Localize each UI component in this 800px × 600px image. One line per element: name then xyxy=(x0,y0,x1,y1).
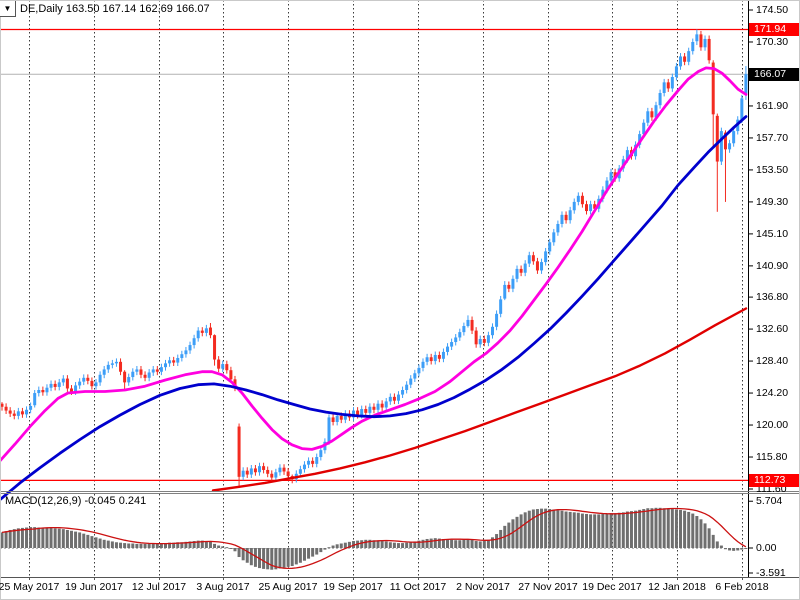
time-axis-label: 11 Oct 2017 xyxy=(389,581,447,593)
time-axis-label: 19 Dec 2017 xyxy=(582,581,642,593)
price-axis-label: 128.40 xyxy=(756,355,789,368)
price-axis-label: 120.00 xyxy=(756,419,789,432)
price-axis-label: 136.80 xyxy=(756,291,789,304)
collapse-arrow-button[interactable]: ▼ xyxy=(0,0,16,17)
price-axis-label: 161.90 xyxy=(756,99,789,112)
price-axis-label: 124.20 xyxy=(756,387,789,400)
time-axis-label: 19 Sep 2017 xyxy=(323,581,383,593)
support-price-badge: 112.73 xyxy=(749,473,799,487)
current-price-badge: 166.07 xyxy=(749,67,799,81)
price-axis-label: 149.30 xyxy=(756,195,789,208)
macd-axis-label: 5.704 xyxy=(756,495,783,508)
price-axis-label: 115.80 xyxy=(756,451,788,464)
time-axis-label: 27 Nov 2017 xyxy=(518,581,578,593)
time-axis-label: 12 Jan 2018 xyxy=(648,581,706,593)
price-axis-label: 145.10 xyxy=(756,227,789,240)
time-axis-label: 2 Nov 2017 xyxy=(456,581,510,593)
time-axis-label: 19 Jun 2017 xyxy=(65,581,123,593)
price-axis-label: 157.70 xyxy=(756,131,789,144)
symbol-ohlc-title: DE,Daily 163.50 167.14 162.69 166.07 xyxy=(20,2,210,15)
price-axis-label: 170.30 xyxy=(756,35,789,48)
chevron-down-icon: ▼ xyxy=(3,3,12,13)
chart-header: ▼ DE,Daily 163.50 167.14 162.69 166.07 xyxy=(0,0,210,17)
time-axis-label: 3 Aug 2017 xyxy=(196,581,250,593)
macd-axis-label: 0.00 xyxy=(756,542,777,554)
price-axis-label: 174.50 xyxy=(756,4,789,16)
macd-indicator-label: MACD(12,26,9) -0.045 0.241 xyxy=(5,495,147,507)
time-axis-label: 25 May 2017 xyxy=(0,581,60,593)
price-axis-label: 153.50 xyxy=(756,163,789,176)
time-axis-label: 25 Aug 2017 xyxy=(258,581,318,593)
macd-axis-label: -3.591 xyxy=(756,567,786,579)
price-axis-label: 132.60 xyxy=(756,323,789,336)
price-axis-label: 140.90 xyxy=(756,259,789,272)
resistance-price-badge: 171.94 xyxy=(749,22,799,36)
time-axis-label: 6 Feb 2018 xyxy=(715,581,769,593)
time-axis-label: 12 Jul 2017 xyxy=(131,581,187,593)
